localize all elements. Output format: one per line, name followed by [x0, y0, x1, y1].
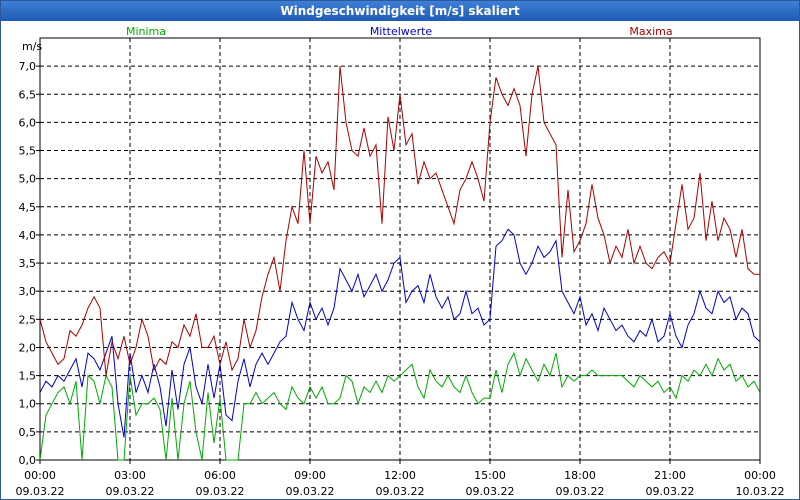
x-tick-date: 09.03.22: [16, 485, 65, 498]
x-tick-date: 09.03.22: [376, 485, 425, 498]
y-tick-label: 0,5: [19, 426, 37, 439]
x-tick-date: 09.03.22: [196, 485, 245, 498]
x-tick-date: 09.03.22: [106, 485, 155, 498]
series-line-mittelwerte: [39, 228, 761, 438]
y-tick-label: 3,5: [19, 257, 37, 270]
x-tick-date: 09.03.22: [286, 485, 335, 498]
y-axis-label: m/s: [22, 40, 42, 53]
x-tick-date: 09.03.22: [466, 485, 515, 498]
y-tick-label: 4,0: [19, 229, 37, 242]
series-line-maxima: [39, 65, 760, 376]
x-tick-time: 03:00: [114, 469, 146, 482]
x-tick-date: 10.03.22: [736, 485, 785, 498]
x-tick-time: 06:00: [204, 469, 236, 482]
y-tick-label: 6,0: [19, 116, 37, 129]
x-tick-time: 00:00: [24, 469, 56, 482]
x-tick-time: 21:00: [654, 469, 686, 482]
x-tick-time: 12:00: [384, 469, 416, 482]
y-tick-label: 1,0: [19, 398, 37, 411]
y-tick-label: 3,0: [19, 285, 37, 298]
y-tick-label: 2,0: [19, 341, 37, 354]
x-tick-date: 09.03.22: [556, 485, 605, 498]
y-tick-label: 0,0: [19, 454, 37, 467]
legend-mittelwerte: Mittelwerte: [370, 25, 433, 38]
legend-minima: Minima: [126, 25, 166, 38]
x-tick-date: 09.03.22: [646, 485, 695, 498]
x-tick-time: 00:00: [744, 469, 776, 482]
chart-title: Windgeschwindigkeit [m/s] skaliert: [1, 1, 799, 21]
y-tick-label: 2,5: [19, 313, 37, 326]
y-tick-label: 1,5: [19, 370, 37, 383]
legend-maxima: Maxima: [629, 25, 672, 38]
y-tick-label: 4,5: [19, 201, 37, 214]
y-tick-label: 6,5: [19, 88, 37, 101]
x-tick-time: 15:00: [474, 469, 506, 482]
y-tick-label: 5,0: [19, 173, 37, 186]
y-tick-label: 7,0: [19, 60, 37, 73]
series-line-minima: [39, 351, 761, 461]
x-tick-time: 18:00: [564, 469, 596, 482]
y-tick-label: 5,5: [19, 145, 37, 158]
x-tick-time: 09:00: [294, 469, 326, 482]
